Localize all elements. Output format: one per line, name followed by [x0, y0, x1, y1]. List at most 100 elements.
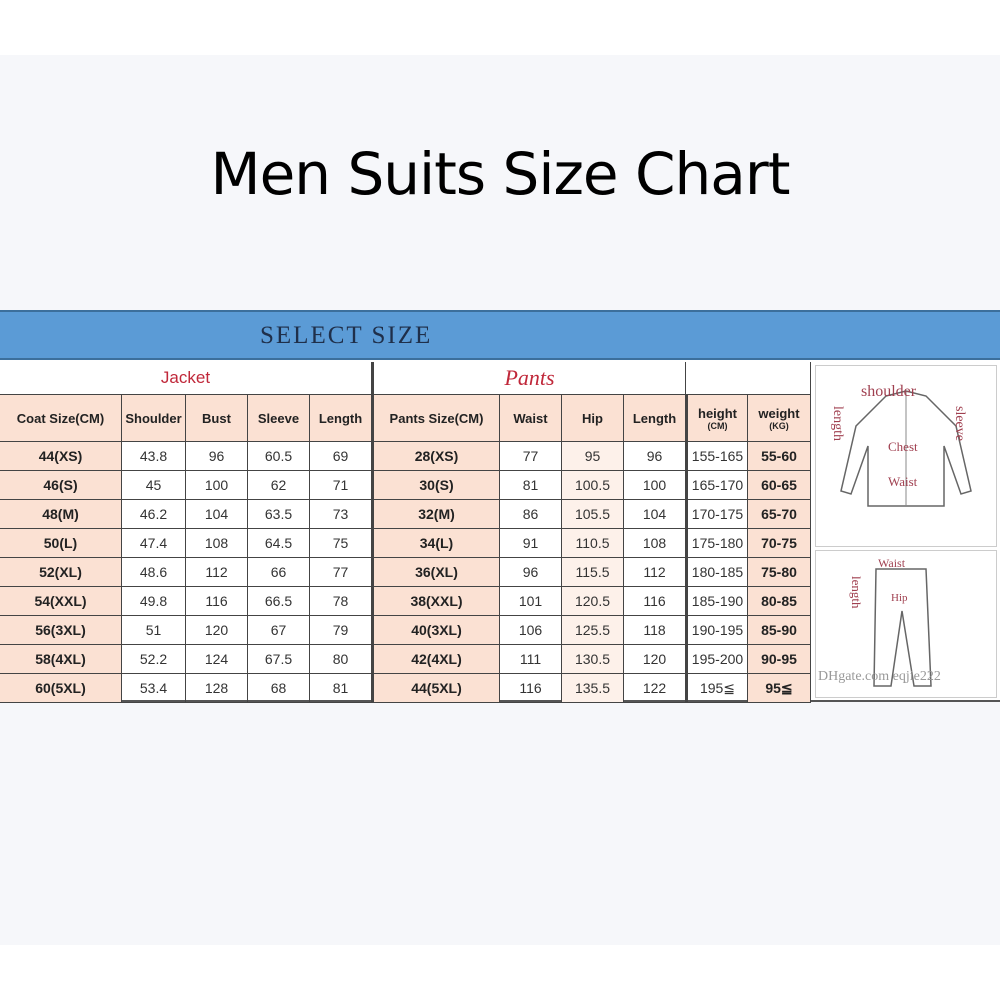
- table-cell: 91: [500, 529, 562, 558]
- table-cell: 66: [248, 558, 310, 587]
- column-header: Pants Size(CM): [372, 395, 500, 442]
- table-cell: 122: [624, 674, 686, 703]
- svg-text:length: length: [830, 406, 845, 441]
- table-cell: 185-190: [686, 587, 748, 616]
- table-cell: 111: [500, 645, 562, 674]
- coat-size-cell: 54(XXL): [0, 587, 122, 616]
- table-cell: 53.4: [122, 674, 186, 703]
- select-size-banner: SELECT SIZE: [0, 310, 1000, 360]
- table-cell: 81: [500, 471, 562, 500]
- table-cell: 120: [186, 616, 248, 645]
- table-cell: 51: [122, 616, 186, 645]
- column-header: Bust: [186, 395, 248, 442]
- table-cell: 36(XL): [372, 558, 500, 587]
- coat-size-cell: 52(XL): [0, 558, 122, 587]
- svg-text:Chest: Chest: [888, 439, 918, 454]
- pants-section-header: Pants: [372, 362, 686, 395]
- table-cell: 63.5: [248, 500, 310, 529]
- column-header: weight (KG): [748, 395, 811, 442]
- table-cell: 78: [310, 587, 372, 616]
- svg-text:Waist: Waist: [878, 556, 906, 570]
- column-header-label: weight: [758, 405, 800, 421]
- table-cell: 96: [186, 442, 248, 471]
- svg-text:length: length: [849, 576, 864, 609]
- table-cell: 80: [310, 645, 372, 674]
- table-cell: 60-65: [748, 471, 811, 500]
- table-cell: 32(M): [372, 500, 500, 529]
- table-cell: 86: [500, 500, 562, 529]
- table-cell: 95: [562, 442, 624, 471]
- table-cell: 62: [248, 471, 310, 500]
- table-cell: 67: [248, 616, 310, 645]
- svg-text:Hip: Hip: [891, 592, 908, 604]
- table-cell: 124: [186, 645, 248, 674]
- table-cell: 165-170: [686, 471, 748, 500]
- pants-measurement-diagram: Waist Hip length DHgate.com eqjie222: [815, 550, 997, 698]
- coat-size-cell: 48(M): [0, 500, 122, 529]
- table-cell: 71: [310, 471, 372, 500]
- table-cell: 47.4: [122, 529, 186, 558]
- table-cell: 75: [310, 529, 372, 558]
- table-cell: 46.2: [122, 500, 186, 529]
- table-cell: 96: [500, 558, 562, 587]
- column-header-label: Coat Size(CM): [16, 410, 105, 426]
- column-header: Sleeve: [248, 395, 310, 442]
- table-cell: 90-95: [748, 645, 811, 674]
- table-cell: 68: [248, 674, 310, 703]
- table-cell: 130.5: [562, 645, 624, 674]
- table-cell: 40(3XL): [372, 616, 500, 645]
- table-cell: 30(S): [372, 471, 500, 500]
- column-unit: (KG): [769, 420, 789, 431]
- table-cell: 115.5: [562, 558, 624, 587]
- column-header: Hip: [562, 395, 624, 442]
- coat-size-cell: 44(XS): [0, 442, 122, 471]
- banner-text: SELECT SIZE: [260, 322, 433, 349]
- table-cell: 100: [624, 471, 686, 500]
- table-cell: 135.5: [562, 674, 624, 703]
- jacket-icon: shoulder Chest Waist length sleeve: [830, 383, 972, 507]
- table-cell: 120.5: [562, 587, 624, 616]
- table-cell: 104: [186, 500, 248, 529]
- table-cell: 195-200: [686, 645, 748, 674]
- table-cell: 195≦: [686, 674, 748, 703]
- column-header-label: Length: [632, 410, 677, 426]
- table-cell: 95≦: [748, 674, 811, 703]
- column-header: Coat Size(CM): [0, 395, 122, 442]
- table-cell: 64.5: [248, 529, 310, 558]
- column-header-label: Bust: [202, 410, 231, 426]
- column-header: Waist: [500, 395, 562, 442]
- column-header-label: Hip: [582, 410, 603, 426]
- table-cell: 85-90: [748, 616, 811, 645]
- table-cell: 120: [624, 645, 686, 674]
- table-cell: 116: [186, 587, 248, 616]
- table-cell: 118: [624, 616, 686, 645]
- table-cell: 48.6: [122, 558, 186, 587]
- table-cell: 112: [186, 558, 248, 587]
- table-cell: 75-80: [748, 558, 811, 587]
- table-cell: 60.5: [248, 442, 310, 471]
- table-cell: 49.8: [122, 587, 186, 616]
- svg-text:shoulder: shoulder: [861, 383, 917, 400]
- column-header: Length: [310, 395, 372, 442]
- table-cell: 125.5: [562, 616, 624, 645]
- svg-text:sleeve: sleeve: [952, 406, 967, 441]
- jacket-measurement-diagram: shoulder Chest Waist length sleeve: [815, 365, 997, 547]
- column-header-label: height: [698, 405, 737, 421]
- table-cell: 65-70: [748, 500, 811, 529]
- coat-size-cell: 56(3XL): [0, 616, 122, 645]
- table-cell: 38(XXL): [372, 587, 500, 616]
- table-cell: 100: [186, 471, 248, 500]
- table-cell: 100.5: [562, 471, 624, 500]
- table-cell: 155-165: [686, 442, 748, 471]
- table-cell: 104: [624, 500, 686, 529]
- pants-icon: Waist Hip length: [849, 556, 932, 687]
- table-cell: 79: [310, 616, 372, 645]
- page-title: Men Suits Size Chart: [210, 140, 791, 208]
- table-cell: 81: [310, 674, 372, 703]
- column-header: Shoulder: [122, 395, 186, 442]
- table-cell: 190-195: [686, 616, 748, 645]
- table-cell: 77: [500, 442, 562, 471]
- table-cell: 70-75: [748, 529, 811, 558]
- table-cell: 66.5: [248, 587, 310, 616]
- table-cell: 52.2: [122, 645, 186, 674]
